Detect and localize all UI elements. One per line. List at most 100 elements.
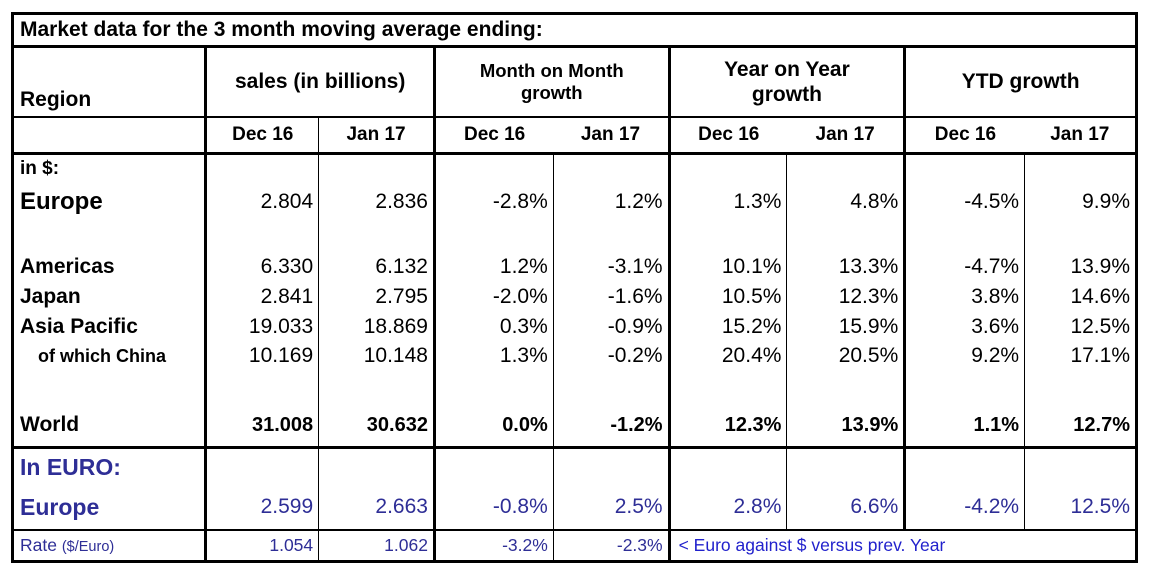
period-header-mom-jan17: Jan 17: [553, 117, 671, 155]
empty-cell: [205, 370, 320, 404]
empty-cell: [1025, 154, 1137, 183]
empty-cell: [904, 153, 1026, 182]
period-header-yoy-jan17: Jan 17: [786, 117, 907, 155]
empty-cell: [669, 222, 788, 252]
empty-cell: [904, 447, 1026, 485]
cell-value: -0.9%: [553, 312, 671, 342]
cell-value: 0.3%: [434, 312, 554, 342]
row-euro-section-label: In EURO:: [12, 447, 1137, 486]
row-label-europe-euro: Europe: [12, 485, 208, 531]
empty-cell: [205, 222, 320, 252]
empty-cell: [553, 153, 671, 182]
cell-value: 20.5%: [786, 342, 907, 370]
empty-cell: [318, 153, 436, 182]
cell-value: 6.330: [205, 252, 320, 282]
row-americas: Americas 6.330 6.132 1.2% -3.1% 10.1% 13…: [12, 252, 1137, 282]
cell-value: 15.2%: [669, 312, 788, 342]
cell-value: 10.5%: [669, 282, 788, 312]
cell-value: 0.0%: [434, 404, 554, 449]
row-label-asia-pacific: Asia Pacific: [12, 312, 208, 342]
period-header-sales-dec16: Dec 16: [205, 117, 320, 155]
empty-cell: [434, 370, 554, 404]
group-header-mom: Month on Month growth: [434, 46, 671, 118]
rate-label: Rate: [20, 535, 57, 555]
cell-value: 1.2%: [553, 182, 671, 222]
empty-cell: [669, 153, 788, 182]
group-header-ytd: YTD growth: [904, 46, 1137, 118]
cell-value: -4.5%: [904, 182, 1026, 222]
empty-cell: [205, 153, 320, 182]
empty-cell: [553, 222, 671, 252]
market-data-table: Market data for the 3 month moving avera…: [11, 12, 1138, 563]
cell-value: 3.8%: [904, 282, 1026, 312]
row-label-americas: Americas: [12, 252, 208, 282]
cell-value: 1.3%: [669, 182, 788, 222]
group-header-sales: sales (in billions): [205, 46, 436, 118]
cell-value: 2.804: [205, 182, 320, 222]
cell-value: 2.795: [318, 282, 436, 312]
cell-value: 10.1%: [669, 252, 788, 282]
cell-value: 6.6%: [786, 485, 907, 531]
empty-cell: [786, 222, 907, 252]
cell-value: 12.5%: [1070, 315, 1130, 338]
cell-value: -3.1%: [553, 252, 671, 282]
cell-value: 1.2%: [434, 252, 554, 282]
cell-value: 1.054: [205, 530, 320, 562]
empty-cell: [12, 222, 208, 252]
cell-value: 10.169: [205, 342, 320, 370]
row-label-world: World: [12, 404, 208, 449]
period-header-ytd-jan17: Jan 17: [1024, 117, 1137, 155]
cell-value: 2.8%: [669, 485, 788, 531]
cell-value: 2.836: [318, 182, 436, 222]
period-header-row: Dec 16 Jan 17 Dec 16 Jan 17 Dec 16 Jan 1…: [12, 117, 1137, 155]
empty-cell: [318, 370, 436, 404]
cell-value: 30.632: [318, 404, 436, 449]
row-label-japan: Japan: [12, 282, 208, 312]
empty-cell: [318, 222, 436, 252]
cell-value: 13.3%: [786, 252, 907, 282]
region-header: Region: [12, 46, 208, 118]
cell-value: 1.3%: [434, 342, 554, 370]
cell-value: 17.1%: [1070, 344, 1130, 367]
rate-note: < Euro against $ versus prev. Year: [678, 535, 946, 555]
cell-value: -1.6%: [553, 282, 671, 312]
group-header-yoy: Year on Year growth: [669, 46, 907, 118]
cell-value: 2.663: [318, 485, 436, 531]
cell-value: 12.7%: [1024, 404, 1137, 449]
group-header-row: Region sales (in billions) Month on Mont…: [12, 46, 1137, 118]
empty-cell: [669, 370, 788, 404]
cell-value: -2.8%: [434, 182, 554, 222]
euro-section-label: In EURO:: [12, 447, 208, 485]
group-header-yoy-label: Year on Year growth: [724, 57, 850, 106]
title-row: Market data for the 3 month moving avera…: [12, 13, 1137, 48]
cell-value: 19.033: [205, 312, 320, 342]
cell-value: -2.0%: [434, 282, 554, 312]
spacer-row: [12, 370, 1137, 404]
empty-cell: [434, 153, 554, 182]
cell-value: 6.132: [318, 252, 436, 282]
cell-value: 15.9%: [786, 312, 907, 342]
empty-cell: [786, 447, 907, 485]
table-title: Market data for the 3 month moving avera…: [12, 13, 1137, 48]
empty-cell: [669, 447, 788, 485]
empty-cell: [205, 447, 320, 485]
cell-value: 2.599: [205, 485, 320, 531]
cell-value: 31.008: [205, 404, 320, 449]
empty-cell: [1025, 448, 1137, 486]
period-header-yoy-dec16: Dec 16: [669, 117, 787, 155]
cell-value: -0.8%: [434, 485, 554, 531]
empty-cell: [553, 370, 671, 404]
period-header-ytd-dec16: Dec 16: [904, 117, 1025, 155]
row-label-europe: Europe: [12, 182, 208, 222]
row-label-china: of which China: [12, 342, 208, 370]
cell-value: -2.3%: [553, 530, 671, 562]
cell-value: 18.869: [318, 312, 436, 342]
cell-value: 12.3%: [786, 282, 907, 312]
cell-value: -4.7%: [904, 252, 1026, 282]
group-header-ytd-label: YTD growth: [961, 70, 1080, 94]
cell-value: 12.5%: [1024, 485, 1137, 531]
cell-value: 2.841: [205, 282, 320, 312]
empty-cell: [434, 447, 554, 485]
row-world: World 31.008 30.632 0.0% -1.2% 12.3% 13.…: [12, 404, 1137, 449]
cell-value: -4.2%: [904, 485, 1026, 531]
